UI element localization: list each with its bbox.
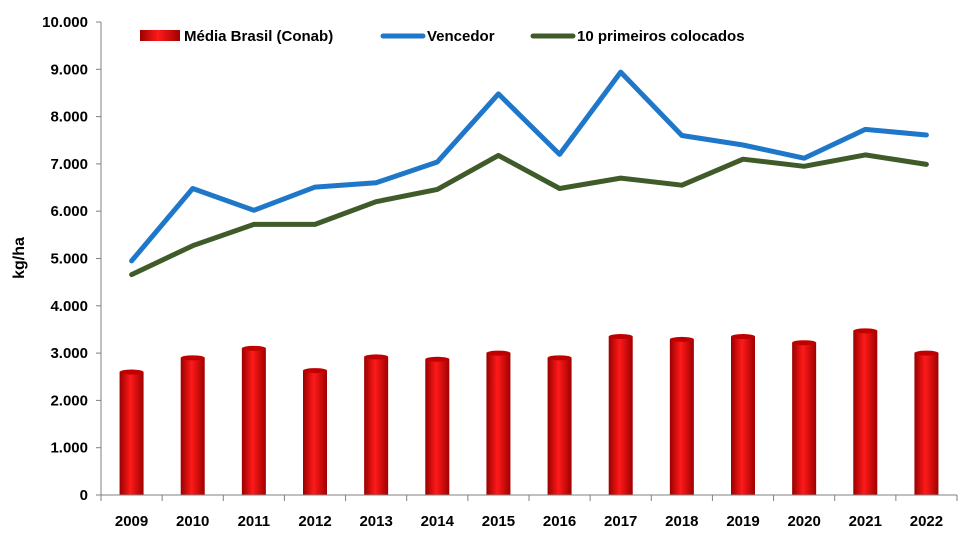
y-tick-label: 4.000 <box>50 298 88 315</box>
x-tick-label: 2018 <box>665 513 698 530</box>
x-tick-label: 2009 <box>115 513 148 530</box>
x-tick-label: 2011 <box>238 513 271 530</box>
axes <box>96 21 958 501</box>
y-axis-label: kg/ha <box>11 237 28 279</box>
line-10-primeiros-colocados <box>129 152 929 278</box>
bar-2009 <box>119 372 144 495</box>
x-tick-labels: 2009 2010 2011 2012 2013 2014 2015 2016 2017 2018… <box>115 513 943 530</box>
bar-cap-2010 <box>180 355 205 361</box>
legend-label-m-dia-brasil-conab-: Média Brasil (Conab) <box>184 28 333 45</box>
legend-label-10-primeiros-colocados: 10 primeiros colocados <box>577 28 745 45</box>
x-tick-label: 2016 <box>543 513 576 530</box>
bar-2021 <box>853 330 878 495</box>
x-tick-label: 2019 <box>726 513 759 530</box>
bar-cap-2014 <box>425 356 450 362</box>
x-tick-label: 2013 <box>359 513 392 530</box>
bar-cap-2012 <box>303 368 327 374</box>
y-tick-label: 1.000 <box>50 440 88 457</box>
bar-cap-2020 <box>792 340 817 346</box>
bar-2011 <box>241 348 266 495</box>
bar-2020 <box>792 342 817 495</box>
bar-cap-2022 <box>914 350 939 356</box>
bar-2010 <box>180 357 205 495</box>
y-tick-label: 5.000 <box>50 251 88 268</box>
bar-series <box>119 328 939 495</box>
x-tick-label: 2014 <box>421 513 455 530</box>
legend-label-vencedor: Vencedor <box>427 28 495 45</box>
bar-cap-2016 <box>547 355 572 361</box>
bar-2017 <box>608 336 633 495</box>
y-tick-label: 10.000 <box>42 14 88 31</box>
line-vencedor <box>129 69 929 264</box>
x-tick-label: 2021 <box>849 513 882 530</box>
bar-cap-2017 <box>608 334 633 340</box>
y-tick-label: 9.000 <box>50 61 88 78</box>
x-tick-label: 2015 <box>482 513 515 530</box>
bar-2018 <box>669 339 694 495</box>
x-tick-label: 2010 <box>176 513 209 530</box>
x-tick-label: 2020 <box>787 513 820 530</box>
bar-2015 <box>486 353 511 495</box>
legend: Média Brasil (Conab) Vencedor 10 primeiros… <box>140 28 745 45</box>
y-tick-label: 2.000 <box>50 392 88 409</box>
bar-cap-2013 <box>364 354 389 360</box>
y-tick-label: 7.000 <box>50 156 88 173</box>
bar-2014 <box>425 359 450 495</box>
bar-cap-2011 <box>241 345 266 351</box>
x-tick-label: 2012 <box>298 513 331 530</box>
bar-cap-2018 <box>669 336 694 342</box>
y-tick-label: 3.000 <box>50 345 88 362</box>
bar-2013 <box>364 356 389 495</box>
bar-2012 <box>303 370 327 495</box>
y-tick-label: 0 <box>80 487 88 504</box>
bar-cap-2021 <box>853 328 878 334</box>
bar-2019 <box>731 336 755 495</box>
y-tick-label: 8.000 <box>50 109 88 126</box>
y-tick-label: 6.000 <box>50 203 88 220</box>
bar-2022 <box>914 353 939 495</box>
x-tick-label: 2022 <box>910 513 943 530</box>
bar-2016 <box>547 357 572 495</box>
line-series <box>129 69 929 278</box>
legend-swatch-m-dia-brasil-conab- <box>140 30 180 41</box>
y-tick-labels: 0 1.000 2.000 3.000 4.000 5.000 6.000 7.000 8.00… <box>42 14 88 504</box>
bar-cap-2015 <box>486 350 511 356</box>
bar-cap-2009 <box>119 369 144 375</box>
bar-cap-2019 <box>731 334 755 340</box>
x-tick-label: 2017 <box>604 513 637 530</box>
